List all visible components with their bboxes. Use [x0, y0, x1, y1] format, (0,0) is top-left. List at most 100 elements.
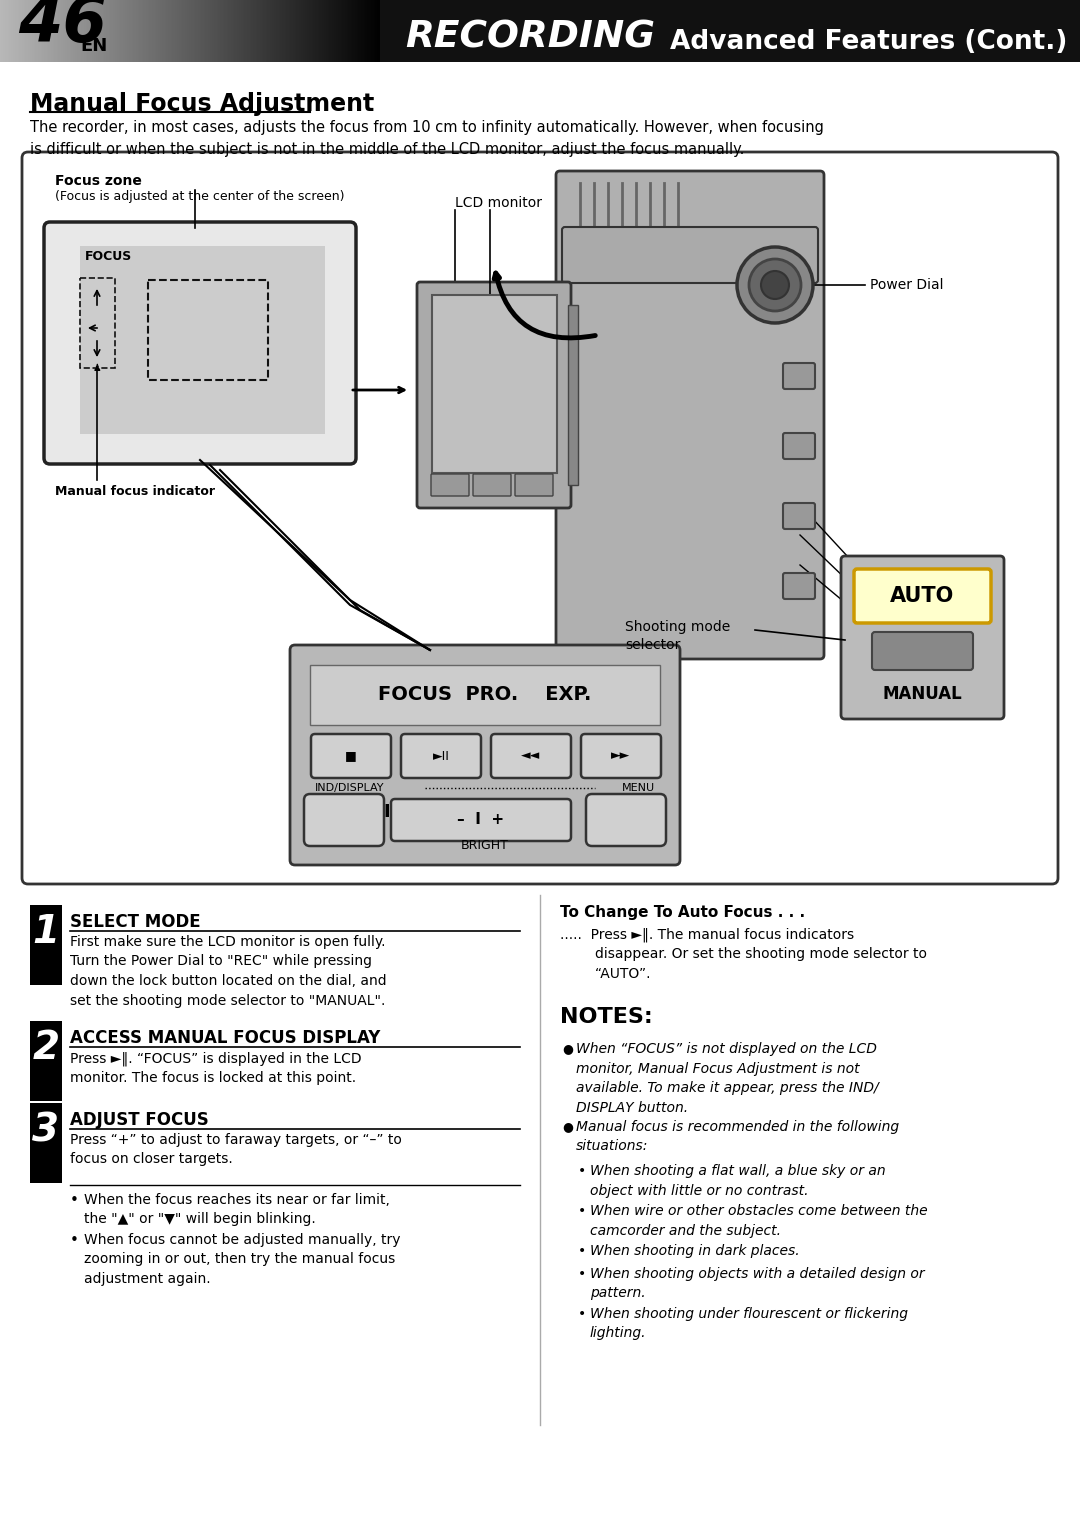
Bar: [321, 0, 322, 61]
Bar: [247, 0, 248, 61]
Bar: [177, 0, 179, 61]
Bar: [288, 0, 291, 61]
Bar: [264, 0, 266, 61]
Bar: [45, 0, 48, 61]
Text: When shooting objects with a detailed design or
pattern.: When shooting objects with a detailed de…: [590, 1266, 924, 1300]
Bar: [322, 0, 324, 61]
Bar: [86, 0, 87, 61]
Text: ►►: ►►: [611, 750, 631, 762]
Bar: [211, 0, 212, 61]
Text: Manual Focus Adjustment: Manual Focus Adjustment: [30, 92, 375, 117]
Bar: [225, 0, 226, 61]
Bar: [39, 0, 41, 61]
Bar: [368, 0, 370, 61]
Bar: [132, 0, 134, 61]
Bar: [43, 0, 45, 61]
Bar: [195, 0, 197, 61]
Bar: [269, 0, 270, 61]
Bar: [135, 0, 137, 61]
Text: MANUAL: MANUAL: [882, 685, 962, 704]
Bar: [30, 1021, 62, 1101]
Bar: [149, 0, 151, 61]
Bar: [105, 0, 107, 61]
Bar: [51, 0, 53, 61]
Bar: [4, 0, 5, 61]
FancyBboxPatch shape: [783, 503, 815, 529]
Bar: [93, 0, 94, 61]
Text: 3: 3: [32, 1111, 59, 1150]
Bar: [222, 0, 225, 61]
FancyBboxPatch shape: [291, 645, 680, 865]
Bar: [251, 0, 253, 61]
Bar: [30, 1104, 62, 1183]
Bar: [119, 0, 121, 61]
Bar: [112, 0, 114, 61]
Bar: [262, 0, 264, 61]
Bar: [360, 0, 362, 61]
Bar: [80, 277, 114, 368]
Text: ADJUST FOCUS: ADJUST FOCUS: [70, 1111, 208, 1128]
Bar: [81, 0, 83, 61]
Text: •: •: [578, 1164, 586, 1177]
Bar: [257, 0, 259, 61]
Bar: [163, 0, 165, 61]
Bar: [1, 0, 3, 61]
Bar: [46, 0, 49, 61]
Bar: [15, 0, 17, 61]
Bar: [133, 0, 135, 61]
Bar: [35, 0, 36, 61]
Bar: [147, 0, 149, 61]
Text: Manual focus is recommended in the following
situations:: Manual focus is recommended in the follo…: [576, 1121, 900, 1153]
Bar: [87, 0, 90, 61]
Bar: [283, 0, 284, 61]
FancyBboxPatch shape: [44, 222, 356, 464]
Bar: [109, 0, 111, 61]
Bar: [64, 0, 65, 61]
Bar: [62, 0, 64, 61]
Bar: [122, 0, 123, 61]
Bar: [9, 0, 11, 61]
Bar: [312, 0, 313, 61]
Bar: [303, 0, 306, 61]
Bar: [233, 0, 234, 61]
Bar: [53, 0, 55, 61]
Bar: [279, 0, 281, 61]
Text: ●: ●: [562, 1042, 572, 1055]
Bar: [127, 0, 130, 61]
Bar: [78, 0, 79, 61]
Text: Shooting mode
selector: Shooting mode selector: [625, 619, 730, 653]
Text: EN: EN: [80, 37, 107, 55]
Bar: [298, 0, 299, 61]
Text: •: •: [578, 1203, 586, 1219]
Bar: [170, 0, 172, 61]
Circle shape: [737, 247, 813, 323]
Bar: [30, 904, 62, 986]
Bar: [302, 0, 305, 61]
Bar: [365, 0, 366, 61]
Text: .....  Press ►‖. The manual focus indicators
        disappear. Or set the shoot: ..... Press ►‖. The manual focus indicat…: [561, 927, 927, 981]
Bar: [199, 0, 201, 61]
Bar: [244, 0, 246, 61]
Text: The recorder, in most cases, adjusts the focus from 10 cm to infinity automatica: The recorder, in most cases, adjusts the…: [30, 120, 824, 156]
Bar: [154, 0, 157, 61]
Bar: [254, 0, 255, 61]
Bar: [175, 0, 176, 61]
FancyBboxPatch shape: [515, 474, 553, 497]
Bar: [49, 0, 50, 61]
Bar: [176, 0, 178, 61]
Bar: [17, 0, 19, 61]
Bar: [346, 0, 348, 61]
Text: ■: ■: [346, 750, 356, 762]
Bar: [273, 0, 275, 61]
Text: ►II: ►II: [433, 750, 449, 762]
Bar: [265, 0, 267, 61]
Bar: [256, 0, 258, 61]
Bar: [72, 0, 73, 61]
Bar: [139, 0, 141, 61]
Bar: [71, 0, 72, 61]
Bar: [568, 305, 578, 484]
FancyBboxPatch shape: [854, 569, 991, 622]
Bar: [148, 281, 268, 380]
Text: AUTO: AUTO: [890, 586, 954, 606]
Bar: [22, 0, 24, 61]
